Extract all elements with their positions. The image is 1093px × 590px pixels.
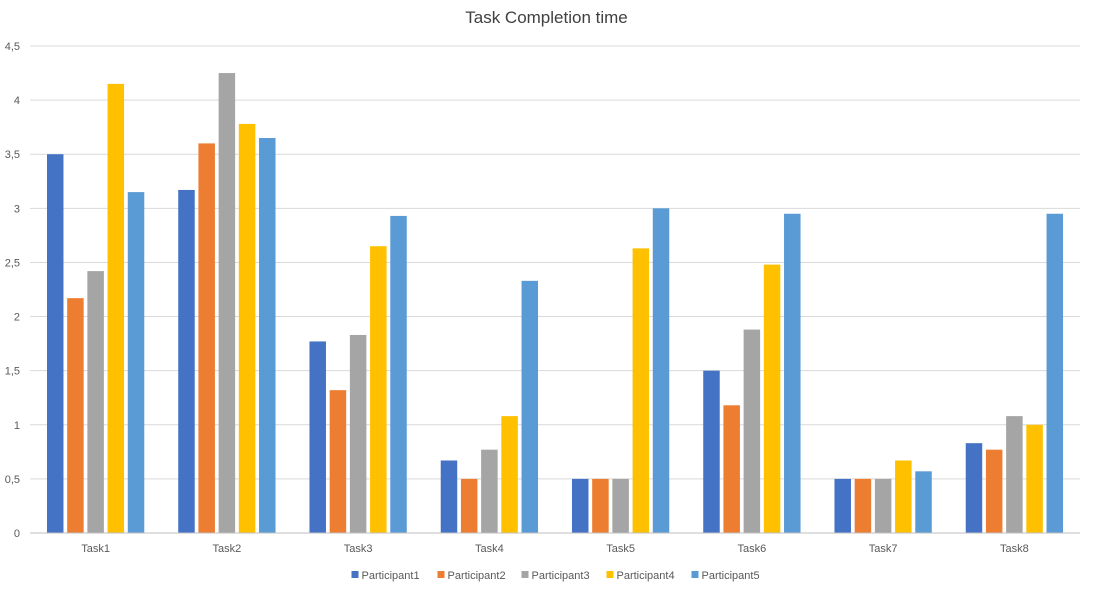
legend: Participant1 Participant2 Participant3 Part… — [351, 570, 760, 582]
x-tick-label: Task6 — [738, 543, 767, 555]
y-tick-label: 3 — [14, 203, 20, 215]
bar-task1-participant4 — [107, 83, 125, 533]
y-tick-label: 0 — [14, 528, 20, 540]
bar-task6-participant4 — [763, 264, 781, 533]
axes: 0 0,5 1 1,5 2 2,5 3 3,5 4 4,5 Task1 Task2 Task3 Task4… — [5, 41, 1080, 555]
x-tick-label: Task7 — [869, 543, 898, 555]
x-tick-label: Task2 — [213, 543, 242, 555]
bar-task6-participant2 — [723, 405, 740, 533]
y-tick-label: 2 — [14, 312, 20, 324]
bar-task5-participant1 — [571, 478, 589, 533]
y-tick-label: 4 — [14, 95, 20, 107]
bar-task4-participant5 — [521, 280, 539, 533]
legend-label: Participant5 — [702, 570, 760, 582]
bar-task2-participant5 — [259, 137, 276, 533]
bar-task8-participant2 — [985, 449, 1003, 533]
bar-task3-participant3 — [349, 334, 367, 533]
bar-task8-participant5 — [1046, 213, 1064, 533]
bar-task3-participant1 — [309, 341, 326, 533]
y-tick-label: 1,5 — [5, 366, 20, 378]
bar-task8-participant1 — [965, 443, 983, 533]
bar-task5-participant2 — [592, 478, 609, 533]
bar-task1-participant5 — [127, 192, 145, 533]
bar-task7-participant3 — [874, 478, 892, 533]
bar-task2-participant4 — [238, 123, 256, 534]
bar-task1-participant3 — [87, 271, 104, 533]
bar-task3-participant5 — [390, 215, 407, 534]
y-tick-label: 2,5 — [5, 257, 20, 269]
bar-task8-participant3 — [1006, 416, 1023, 533]
y-tick-label: 4,5 — [5, 41, 20, 53]
legend-swatch-participant5 — [691, 571, 699, 578]
legend-swatch-participant1 — [351, 571, 359, 578]
bar-task5-participant4 — [632, 248, 650, 533]
bar-task6-participant5 — [784, 213, 801, 533]
legend-swatch-participant2 — [437, 571, 445, 578]
x-tick-label: Task4 — [475, 543, 504, 555]
bar-task7-participant4 — [895, 460, 912, 533]
x-tick-label: Task1 — [81, 543, 110, 555]
y-tick-label: 0,5 — [5, 474, 20, 486]
bar-task5-participant3 — [612, 478, 629, 533]
bar-task4-participant1 — [440, 460, 458, 533]
bar-task5-participant5 — [652, 208, 670, 534]
bar-task2-participant1 — [178, 189, 195, 534]
bar-task2-participant2 — [198, 143, 215, 533]
gridlines — [30, 45, 1080, 480]
legend-label: Participant2 — [448, 570, 506, 582]
legend-swatch-participant3 — [521, 571, 529, 578]
y-tick-label: 1 — [14, 420, 20, 432]
bar-task7-participant1 — [834, 478, 851, 533]
bar-task2-participant3 — [218, 73, 236, 534]
bar-task3-participant2 — [329, 390, 347, 533]
legend-label: Participant3 — [532, 570, 590, 582]
bar-task8-participant4 — [1026, 424, 1043, 533]
x-tick-label: Task8 — [1000, 543, 1029, 555]
bar-task4-participant2 — [460, 478, 478, 533]
bar-task1-participant2 — [67, 298, 84, 533]
chart-title: Task Completion time — [465, 8, 628, 27]
y-tick-label: 3,5 — [5, 149, 20, 161]
bar-task6-participant1 — [703, 370, 720, 533]
bar-task4-participant4 — [501, 416, 518, 533]
bars — [46, 73, 1064, 534]
legend-swatch-participant4 — [606, 571, 614, 578]
x-tick-label: Task3 — [344, 543, 373, 555]
bar-task1-participant1 — [46, 154, 64, 533]
legend-label: Participant4 — [617, 570, 675, 582]
bar-task7-participant5 — [915, 471, 932, 533]
x-tick-label: Task5 — [606, 543, 635, 555]
bar-task4-participant3 — [481, 449, 498, 533]
legend-label: Participant1 — [362, 570, 420, 582]
bar-task3-participant4 — [370, 246, 387, 533]
bar-task7-participant2 — [854, 478, 872, 533]
bar-task6-participant3 — [743, 329, 761, 533]
